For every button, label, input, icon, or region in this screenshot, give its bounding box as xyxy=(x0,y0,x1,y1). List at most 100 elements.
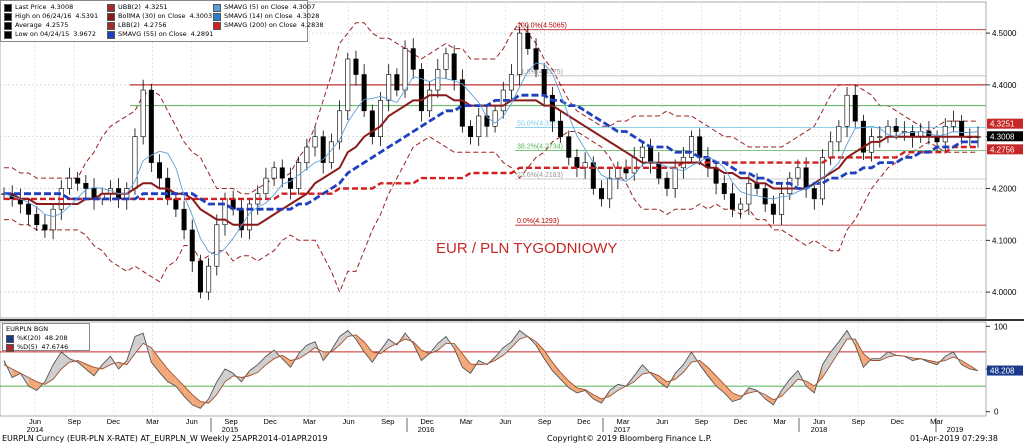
y-tick-label: 4.0000 xyxy=(992,288,1017,297)
candle-body xyxy=(549,94,555,122)
legend-value: 4.3028 xyxy=(296,12,320,20)
x-tick-label: Sep xyxy=(68,417,81,426)
legend-item: SMAVG (200) on Close 4.2838 xyxy=(213,21,323,30)
osc-fill xyxy=(298,345,307,359)
candle-body xyxy=(427,89,433,112)
candle-body xyxy=(83,183,89,189)
legend-label: SMAVG (14) on Close xyxy=(224,12,293,20)
x-tick-label: Dec xyxy=(577,417,591,426)
osc-value-tag: 48.208 xyxy=(987,365,1023,376)
candle-body xyxy=(566,136,572,158)
legend-swatch xyxy=(4,12,12,21)
legend-item: Average 4.2575 xyxy=(4,21,98,30)
osc-fill xyxy=(265,350,275,365)
candle-body xyxy=(320,136,326,163)
x-year-label: 2015 xyxy=(222,425,239,434)
candle-body xyxy=(476,115,482,137)
candle-body xyxy=(263,177,269,194)
osc-fill xyxy=(560,372,569,388)
candle-body xyxy=(304,146,310,163)
candle-body xyxy=(369,110,375,137)
candle-body xyxy=(394,74,400,91)
osc-fill xyxy=(544,350,553,371)
footer-copyright: Copyright© 2019 Bloomberg Finance L.P. xyxy=(547,434,712,443)
osc-fill xyxy=(961,360,970,369)
candle-body xyxy=(34,214,40,226)
osc-fill xyxy=(822,351,831,378)
osc-fill xyxy=(838,330,848,352)
legend-label: BollMA (30) on Close xyxy=(118,12,186,20)
legend-value: 4.2575 xyxy=(45,21,69,29)
osc-fill xyxy=(503,341,512,356)
price-tag: 4.3251 xyxy=(987,118,1023,129)
candle-body xyxy=(345,58,351,112)
osc-fill xyxy=(192,394,201,409)
candle-body xyxy=(418,69,424,112)
legend-label: UBB(2) xyxy=(118,3,141,11)
legend-swatch xyxy=(213,3,221,12)
candle-body xyxy=(852,94,858,122)
osc-plot-frame xyxy=(0,321,987,417)
legend-swatch xyxy=(4,21,12,30)
candle-body xyxy=(558,120,564,137)
y-tick-label: 4.4000 xyxy=(992,81,1017,90)
legend-item: SMAVG (55) on Close 4.2891 xyxy=(107,30,213,39)
osc-tag-label: 48.208 xyxy=(990,367,1015,376)
osc-fill xyxy=(634,364,643,382)
oscillator-legend-items: %K(20) 48.208 %D(5) 47.6746 xyxy=(6,334,86,352)
candle-body xyxy=(435,69,441,91)
candle-body xyxy=(762,188,768,205)
legend-swatch xyxy=(4,30,12,39)
x-tick-label: Mar xyxy=(773,417,786,426)
candle-body xyxy=(615,167,621,179)
legend-column-3: SMAVG (5) on Close 4.3007 SMAVG (14) on Cl… xyxy=(213,3,323,30)
legend-value: 4.5391 xyxy=(75,12,99,20)
candle-body xyxy=(26,203,32,215)
candle-body xyxy=(517,32,523,75)
fib-level-label: 100.0%(4.5065) xyxy=(517,23,567,30)
candle-body xyxy=(50,208,56,231)
candle-body xyxy=(721,183,727,194)
osc-fill xyxy=(552,362,561,380)
legend-item: High on 06/24/16 4.5391 xyxy=(4,12,98,21)
x-year-label: 2017 xyxy=(614,425,631,434)
legend-label: Last Price xyxy=(15,3,47,11)
oscillator-legend-item: %K(20) 48.208 xyxy=(6,334,86,343)
osc-fill xyxy=(511,330,520,348)
osc-fill xyxy=(830,341,839,365)
x-tick-label: Mar xyxy=(930,417,943,426)
legend-value: 4.3003 xyxy=(189,12,213,20)
legend-item: SMAVG (14) on Close 4.3028 xyxy=(213,12,323,21)
legend-swatch xyxy=(213,12,221,21)
candle-body xyxy=(639,146,645,158)
x-tick-label: Sep xyxy=(852,417,865,426)
osc-fill xyxy=(208,381,217,404)
candle-body xyxy=(656,162,662,179)
bollinger-bands xyxy=(4,21,978,294)
osc-fill xyxy=(593,394,602,404)
x-tick-label: Sep xyxy=(224,417,237,426)
oscillator-legend-title: EURPLN BGN xyxy=(6,325,49,333)
time-axis: Jun Sep Dec Mar Jun Sep Dec Mar Jun Sep Dec Mar Jun S… xyxy=(27,417,964,434)
x-tick-label: Jun xyxy=(343,417,355,426)
osc-fill xyxy=(781,379,790,397)
candle-body xyxy=(312,136,318,148)
osc-fill xyxy=(495,347,504,361)
y-tick-label: 4.2000 xyxy=(992,184,1017,193)
osc-fill xyxy=(748,387,758,393)
osc-fill xyxy=(806,380,815,393)
osc-fill xyxy=(863,353,872,368)
osc-fill xyxy=(716,375,725,393)
price-tag-bg xyxy=(987,131,1023,142)
osc-tag-bg xyxy=(987,365,1023,376)
legend-value: 4.3251 xyxy=(144,3,168,11)
y-tick-label: 4.5000 xyxy=(992,29,1017,38)
candle-body xyxy=(402,48,408,91)
x-tick-label: Jun xyxy=(499,417,511,426)
x-tick-label: Dec xyxy=(891,417,905,426)
candle-body xyxy=(787,177,793,194)
osc-fill xyxy=(102,356,111,369)
osc-fill xyxy=(364,341,373,363)
oscillator-legend: EURPLN BGN %K(20) 48.208 %D(5) 47.6746 xyxy=(2,323,90,352)
lower-bollinger-band xyxy=(4,131,978,294)
